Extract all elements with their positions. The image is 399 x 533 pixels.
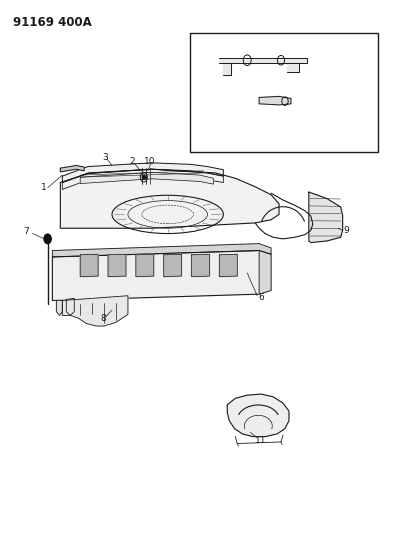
Polygon shape <box>259 251 271 294</box>
Polygon shape <box>62 163 223 182</box>
Polygon shape <box>259 96 291 105</box>
Polygon shape <box>219 254 237 277</box>
Text: 11: 11 <box>255 436 267 445</box>
Text: 91169 400A: 91169 400A <box>13 15 91 29</box>
Text: 1: 1 <box>41 183 47 192</box>
Polygon shape <box>287 63 299 72</box>
Text: 5: 5 <box>358 129 363 138</box>
Polygon shape <box>227 394 289 437</box>
Polygon shape <box>192 254 209 277</box>
Circle shape <box>44 234 51 244</box>
Bar <box>190 33 378 152</box>
Polygon shape <box>60 165 84 172</box>
Text: 8: 8 <box>101 313 106 322</box>
Polygon shape <box>52 244 271 257</box>
Text: 10: 10 <box>144 157 156 166</box>
Polygon shape <box>66 298 74 316</box>
Text: 9: 9 <box>343 226 349 235</box>
Polygon shape <box>62 296 128 326</box>
Text: 3: 3 <box>102 153 108 162</box>
Polygon shape <box>136 254 154 277</box>
Text: 6: 6 <box>258 293 264 302</box>
Polygon shape <box>108 254 126 277</box>
Polygon shape <box>62 169 223 189</box>
Polygon shape <box>223 63 231 75</box>
Polygon shape <box>80 172 213 184</box>
Text: 4: 4 <box>358 58 363 66</box>
Polygon shape <box>80 254 98 277</box>
Circle shape <box>142 175 145 179</box>
Polygon shape <box>56 301 62 316</box>
Text: 2: 2 <box>129 157 135 166</box>
Text: 7: 7 <box>24 228 30 237</box>
Polygon shape <box>309 192 343 243</box>
Polygon shape <box>219 58 307 63</box>
Polygon shape <box>52 251 271 301</box>
Polygon shape <box>164 254 182 277</box>
Polygon shape <box>60 169 279 228</box>
